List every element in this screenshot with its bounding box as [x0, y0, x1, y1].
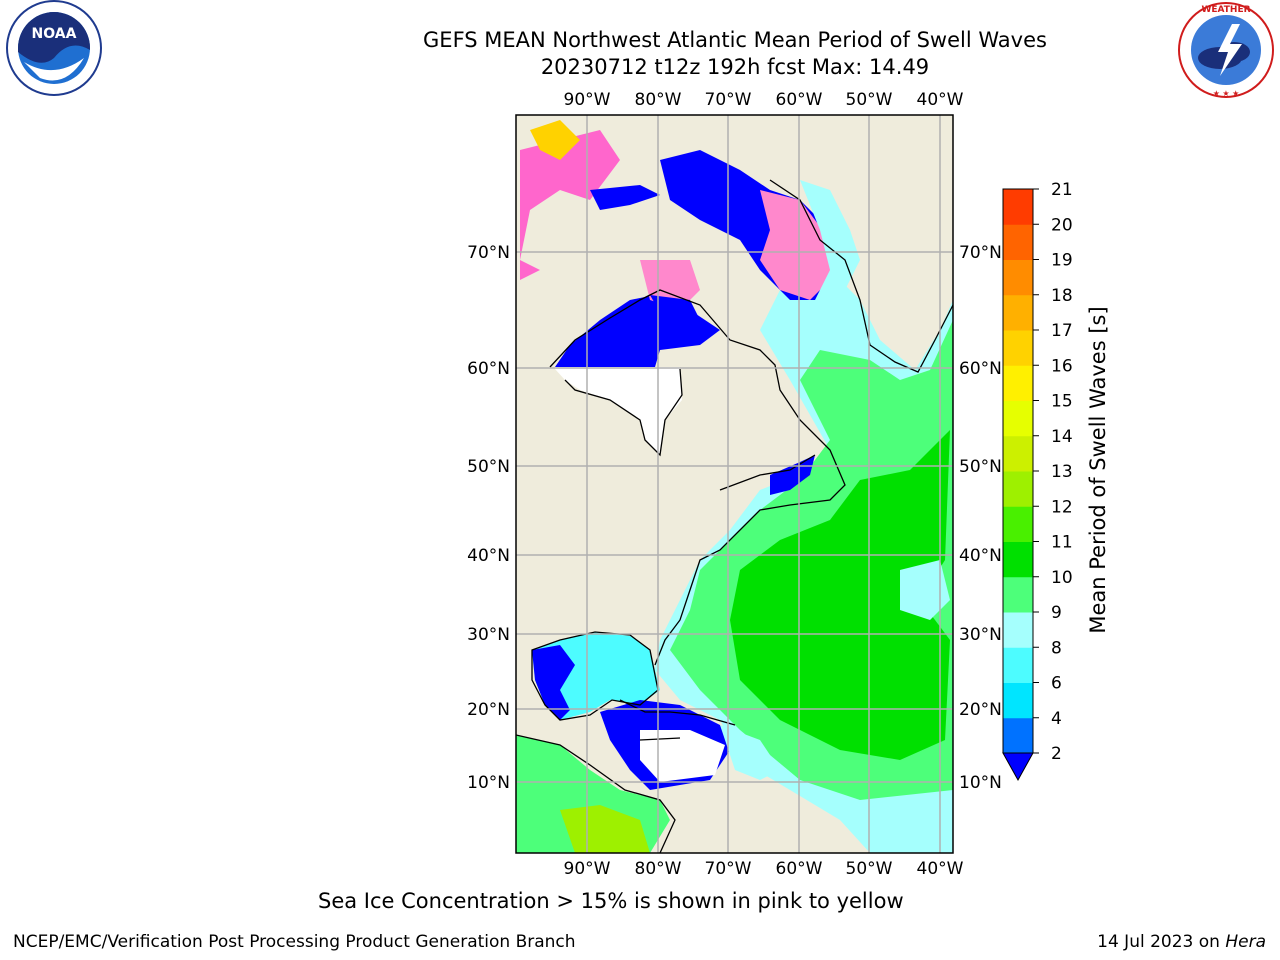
- colorbar-tick-label: 15: [1051, 392, 1073, 412]
- lon-label: 70°W: [705, 859, 752, 879]
- colorbar-tick-label: 21: [1051, 180, 1073, 200]
- colorbar-tick-label: 16: [1051, 356, 1073, 376]
- footer-credit: NCEP/EMC/Verification Post Processing Pr…: [13, 932, 576, 952]
- gulf-st-lawrence: [770, 455, 815, 495]
- colorbar-tick-label: 14: [1051, 427, 1073, 447]
- colorbar-tick-label: 11: [1051, 533, 1073, 553]
- colorbar-tick-label: 8: [1051, 638, 1062, 658]
- chart-title: GEFS MEAN Northwest Atlantic Mean Period…: [423, 28, 1047, 52]
- lat-label: 60°N: [959, 359, 1002, 379]
- lon-label: 70°W: [705, 90, 752, 110]
- colorbar-segment: [1003, 647, 1033, 683]
- lon-label: 80°W: [635, 859, 682, 879]
- nws-logo: WEATHER ★ ★ ★: [1178, 2, 1274, 98]
- caribbean-white: [640, 730, 725, 782]
- lat-label: 30°N: [959, 625, 1002, 645]
- lat-label: 50°N: [467, 457, 510, 477]
- arctic-ice-yellow: [530, 120, 580, 160]
- sea-ice-note: Sea Ice Concentration > 15% is shown in …: [318, 889, 904, 913]
- colorbar-tick-label: 6: [1051, 674, 1062, 694]
- foxe-basin-blue: [650, 295, 700, 330]
- colorbar: 2 4 6 8 9 10 11 12 13 14 15 16 17 18 19 20 21: [1002, 180, 1073, 782]
- colorbar-label: Mean Period of Swell Waves [s]: [1086, 306, 1110, 634]
- ocean-bright-green-region: [730, 430, 950, 760]
- arctic-ice-pink: [520, 130, 620, 280]
- lon-label: 90°W: [564, 90, 611, 110]
- colorbar-segment: [1003, 189, 1033, 225]
- colorbar-tick-label: 2: [1051, 744, 1062, 764]
- lat-label: 10°N: [959, 773, 1002, 793]
- colorbar-segment: [1003, 612, 1033, 648]
- gulf-deep-blue: [532, 645, 575, 720]
- colorbar-tick-label: 10: [1051, 568, 1073, 588]
- lat-label: 40°N: [467, 546, 510, 566]
- colorbar-tick-label: 19: [1051, 251, 1073, 271]
- colorbar-tick-label: 9: [1051, 603, 1062, 623]
- colorbar-segment: [1003, 259, 1033, 296]
- lat-label: 60°N: [467, 359, 510, 379]
- svg-text:★ ★ ★: ★ ★ ★: [1213, 89, 1240, 98]
- chart-subtitle: 20230712 t12z 192h fcst Max: 14.49: [540, 55, 930, 79]
- footer-date-text: 14 Jul 2023 on: [1097, 932, 1226, 952]
- lon-label: 50°W: [846, 90, 893, 110]
- colorbar-segment: [1003, 330, 1033, 366]
- footer-host: Hera: [1225, 932, 1266, 952]
- arctic-channel-blue: [590, 185, 660, 210]
- lat-labels-right: 70°N 60°N 50°N 40°N 30°N 20°N 10°N: [959, 243, 1002, 793]
- caribbean-east: [720, 725, 780, 780]
- lon-labels-bottom: 90°W 80°W 70°W 60°W 50°W 40°W: [564, 859, 964, 879]
- lon-label: 90°W: [564, 859, 611, 879]
- pacific-yellow-green: [560, 805, 650, 853]
- colorbar-tick-label: 18: [1051, 286, 1073, 306]
- lat-label: 20°N: [959, 700, 1002, 720]
- lon-label: 80°W: [635, 90, 682, 110]
- colorbar-tick-label: 20: [1051, 215, 1073, 235]
- colorbar-segment: [1003, 506, 1033, 542]
- baffin-ice-pink: [760, 190, 830, 300]
- lat-labels-left: 70°N 60°N 50°N 40°N 30°N 20°N 10°N: [467, 243, 510, 793]
- colorbar-tick-label: 17: [1051, 321, 1073, 341]
- colorbar-segment: [1003, 682, 1033, 719]
- map-graticule: [516, 115, 953, 853]
- lat-label: 40°N: [959, 546, 1002, 566]
- lon-label: 40°W: [917, 859, 964, 879]
- map-frame: [515, 114, 954, 854]
- svg-text:WEATHER: WEATHER: [1201, 5, 1250, 15]
- colorbar-under-arrow: [1002, 752, 1034, 782]
- lat-label: 70°N: [959, 243, 1002, 263]
- noaa-logo: NOAA: [6, 0, 102, 96]
- lon-labels-top: 90°W 80°W 70°W 60°W 50°W 40°W: [564, 90, 964, 110]
- lon-label: 50°W: [846, 859, 893, 879]
- colorbar-segment: [1003, 471, 1033, 507]
- lat-label: 10°N: [467, 773, 510, 793]
- lat-label: 70°N: [467, 243, 510, 263]
- colorbar-segment: [1003, 400, 1033, 437]
- colorbar-segment: [1003, 717, 1033, 754]
- colorbar-segment: [1003, 294, 1033, 331]
- lat-label: 20°N: [467, 700, 510, 720]
- colorbar-tick-label: 12: [1051, 497, 1073, 517]
- lon-label: 60°W: [776, 859, 823, 879]
- colorbar-segment: [1003, 576, 1033, 613]
- colorbar-segment: [1003, 541, 1033, 578]
- colorbar-segment: [1003, 365, 1033, 401]
- colorbar-tick-label: 4: [1051, 709, 1062, 729]
- colorbar-tick-label: 13: [1051, 462, 1073, 482]
- footer-date: 14 Jul 2023 on Hera: [1097, 932, 1266, 952]
- colorbar-segment: [1003, 435, 1033, 472]
- ocean-cyan-patch: [900, 560, 950, 620]
- lon-label: 40°W: [917, 90, 964, 110]
- labrador-sea: [800, 180, 860, 310]
- colorbar-segment: [1003, 224, 1033, 260]
- svg-text:NOAA: NOAA: [32, 26, 77, 42]
- lat-label: 30°N: [467, 625, 510, 645]
- lon-label: 60°W: [776, 90, 823, 110]
- lat-label: 50°N: [959, 457, 1002, 477]
